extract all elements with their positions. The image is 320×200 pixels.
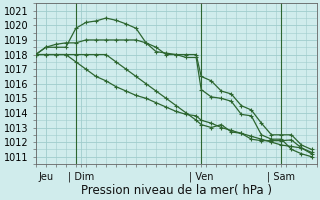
X-axis label: Pression niveau de la mer( hPa ): Pression niveau de la mer( hPa ) <box>81 184 272 197</box>
